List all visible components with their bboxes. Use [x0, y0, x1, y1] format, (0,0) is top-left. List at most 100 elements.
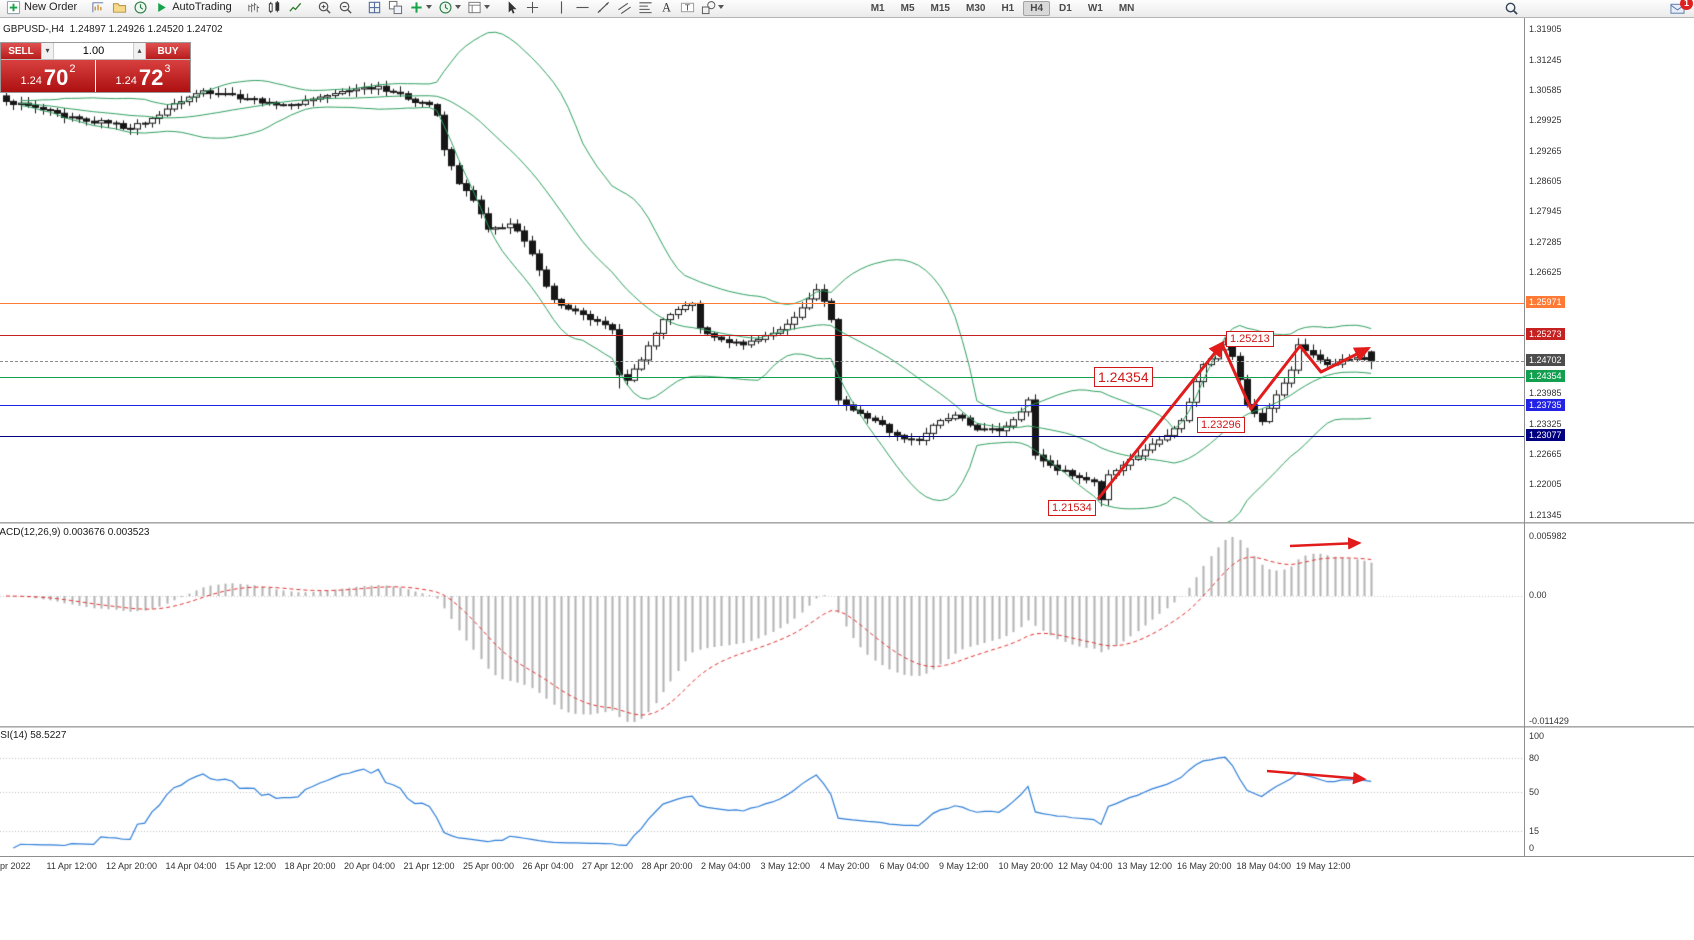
timeframe-h1-button[interactable]: H1	[1001, 3, 1015, 14]
sell-price-button[interactable]: 1.24 70 2	[1, 60, 95, 92]
horizontal-line-icon	[576, 6, 589, 8]
price-line-label: 1.25971	[1526, 296, 1565, 309]
notifications-button[interactable]: 1	[1668, 0, 1693, 17]
channel-button[interactable]	[615, 0, 634, 15]
shapes-button[interactable]	[699, 0, 726, 15]
autotrading-button-label: AutoTrading	[172, 1, 232, 14]
fibonacci-button[interactable]	[636, 0, 655, 15]
price-annotation[interactable]: 1.25213	[1226, 331, 1274, 348]
channel-icon	[617, 2, 631, 14]
time-tick-label: 14 Apr 04:00	[165, 861, 217, 871]
horizontal-line-button[interactable]	[573, 0, 592, 15]
price-tick-label: 1.27285	[1529, 236, 1562, 247]
line-chart-button[interactable]	[286, 0, 305, 15]
timeframe-toolbar: M1 M5 M15 M30 H1 H4 D1 W1 MN	[863, 1, 1143, 16]
panel-splitter[interactable]	[0, 726, 1694, 728]
buy-price-button[interactable]: 1.24 72 3	[96, 60, 190, 92]
lot-increase-button[interactable]: ▴	[133, 43, 146, 59]
price-line-label: 1.24702	[1526, 354, 1565, 367]
timeframe-m5-button[interactable]: M5	[900, 3, 915, 14]
profiles-icon	[113, 3, 127, 13]
timeframe-w1-button[interactable]: W1	[1087, 3, 1103, 14]
time-axis[interactable]: 8 Apr 2022 11 Apr 12:00 12 Apr 20:00 14 Apr…	[0, 856, 1694, 876]
price-annotation[interactable]: 1.21534	[1048, 500, 1096, 517]
macd-indicator-label: MACD(12,26,9) 0.003676 0.003523	[0, 527, 150, 538]
zoom-in-button[interactable]	[315, 0, 334, 15]
horizontal-level-line[interactable]	[0, 335, 1524, 336]
rsi-tick-label: 50	[1529, 786, 1540, 797]
autotrading-button[interactable]: AutoTrading	[152, 0, 234, 15]
cascade-windows-button[interactable]	[386, 0, 405, 15]
alerts-button[interactable]	[131, 0, 150, 15]
price-tick-label: 1.31245	[1529, 54, 1562, 65]
bar-chart-icon	[248, 2, 259, 12]
sell-price-small: 1.24	[20, 74, 42, 87]
toolbar-left-group: New Order AutoTrading A T	[3, 0, 735, 18]
crosshair-button[interactable]	[523, 0, 542, 15]
cascade-windows-icon	[388, 0, 402, 14]
candlestick-chart-icon	[268, 0, 279, 13]
chart-window: 1.25213 1.24354 1.23296 1.21534 GBPUSD-,H4 …	[0, 18, 1694, 876]
tile-windows-button[interactable]	[365, 0, 384, 15]
rsi-panel: RSI(14) 58.5227 100 80 50 15 0	[0, 728, 1694, 856]
candlestick-chart-button[interactable]	[265, 0, 284, 15]
label-icon: T	[680, 2, 694, 12]
notification-badge: 1	[1680, 0, 1693, 10]
bar-chart-button[interactable]	[244, 0, 263, 15]
one-click-trading-panel: SELL ▾ ▴ BUY 1.24 70 2 1.24 72 3	[0, 42, 191, 93]
profiles-button[interactable]	[110, 0, 129, 15]
time-tick-label: 15 Apr 12:00	[225, 861, 277, 871]
horizontal-level-line[interactable]	[0, 405, 1524, 406]
price-tick-label: 1.22665	[1529, 448, 1562, 459]
timeframe-d1-button[interactable]: D1	[1059, 3, 1072, 14]
new-chart-button[interactable]	[89, 0, 108, 15]
axis-separator	[1524, 18, 1525, 856]
line-chart-icon	[289, 2, 301, 12]
timeframe-m15-button[interactable]: M15	[930, 3, 950, 14]
search-icon	[1505, 2, 1518, 15]
time-tick-label: 20 Apr 04:00	[344, 861, 396, 871]
horizontal-level-line[interactable]	[0, 377, 1524, 378]
price-annotation[interactable]: 1.23296	[1197, 417, 1245, 434]
search-button[interactable]	[1502, 1, 1521, 17]
add-indicator-button[interactable]	[407, 0, 434, 15]
periods-button[interactable]	[436, 0, 463, 15]
caret-down-icon	[717, 5, 724, 10]
price-line-label: 1.25273	[1526, 328, 1565, 341]
price-annotation[interactable]: 1.24354	[1094, 367, 1153, 388]
macd-canvas[interactable]	[0, 524, 1524, 726]
zoom-out-button[interactable]	[336, 0, 355, 15]
price-chart-panel: 1.25213 1.24354 1.23296 1.21534 GBPUSD-,H4 …	[0, 18, 1694, 522]
timeframe-m1-button[interactable]: M1	[870, 3, 885, 14]
rsi-tick-label: 80	[1529, 752, 1540, 763]
time-tick-label: 4 May 20:00	[820, 861, 870, 871]
trendline-button[interactable]	[594, 0, 613, 15]
price-chart-canvas[interactable]	[0, 18, 1524, 522]
panel-splitter[interactable]	[0, 522, 1694, 524]
new-order-button[interactable]: New Order	[4, 0, 79, 15]
price-tick-label: 1.31905	[1529, 24, 1562, 35]
timeframe-m30-button[interactable]: M30	[965, 3, 986, 14]
timeframe-mn-button[interactable]: MN	[1118, 3, 1135, 14]
rsi-canvas[interactable]	[0, 728, 1524, 856]
horizontal-level-line[interactable]	[0, 436, 1524, 437]
templates-button[interactable]	[465, 0, 492, 15]
text-button[interactable]: A	[657, 0, 676, 15]
sell-button[interactable]: SELL	[1, 43, 41, 59]
horizontal-level-line[interactable]	[0, 361, 1524, 362]
buy-price-sup: 3	[164, 63, 171, 75]
caret-down-icon	[425, 5, 432, 10]
vertical-line-button[interactable]	[552, 0, 571, 15]
price-tick-label: 1.28605	[1529, 176, 1562, 187]
cursor-button[interactable]	[502, 0, 521, 15]
label-button[interactable]: T	[678, 0, 697, 15]
buy-button[interactable]: BUY	[146, 43, 190, 59]
new-chart-icon	[92, 2, 104, 12]
horizontal-level-line[interactable]	[0, 303, 1524, 304]
caret-up-icon: ▴	[137, 46, 142, 55]
rsi-indicator-label: RSI(14) 58.5227	[0, 730, 67, 741]
lot-decrease-button[interactable]: ▾	[41, 43, 54, 59]
lot-size-input[interactable]	[54, 43, 133, 59]
timeframe-h4-button[interactable]: H4	[1023, 1, 1051, 16]
